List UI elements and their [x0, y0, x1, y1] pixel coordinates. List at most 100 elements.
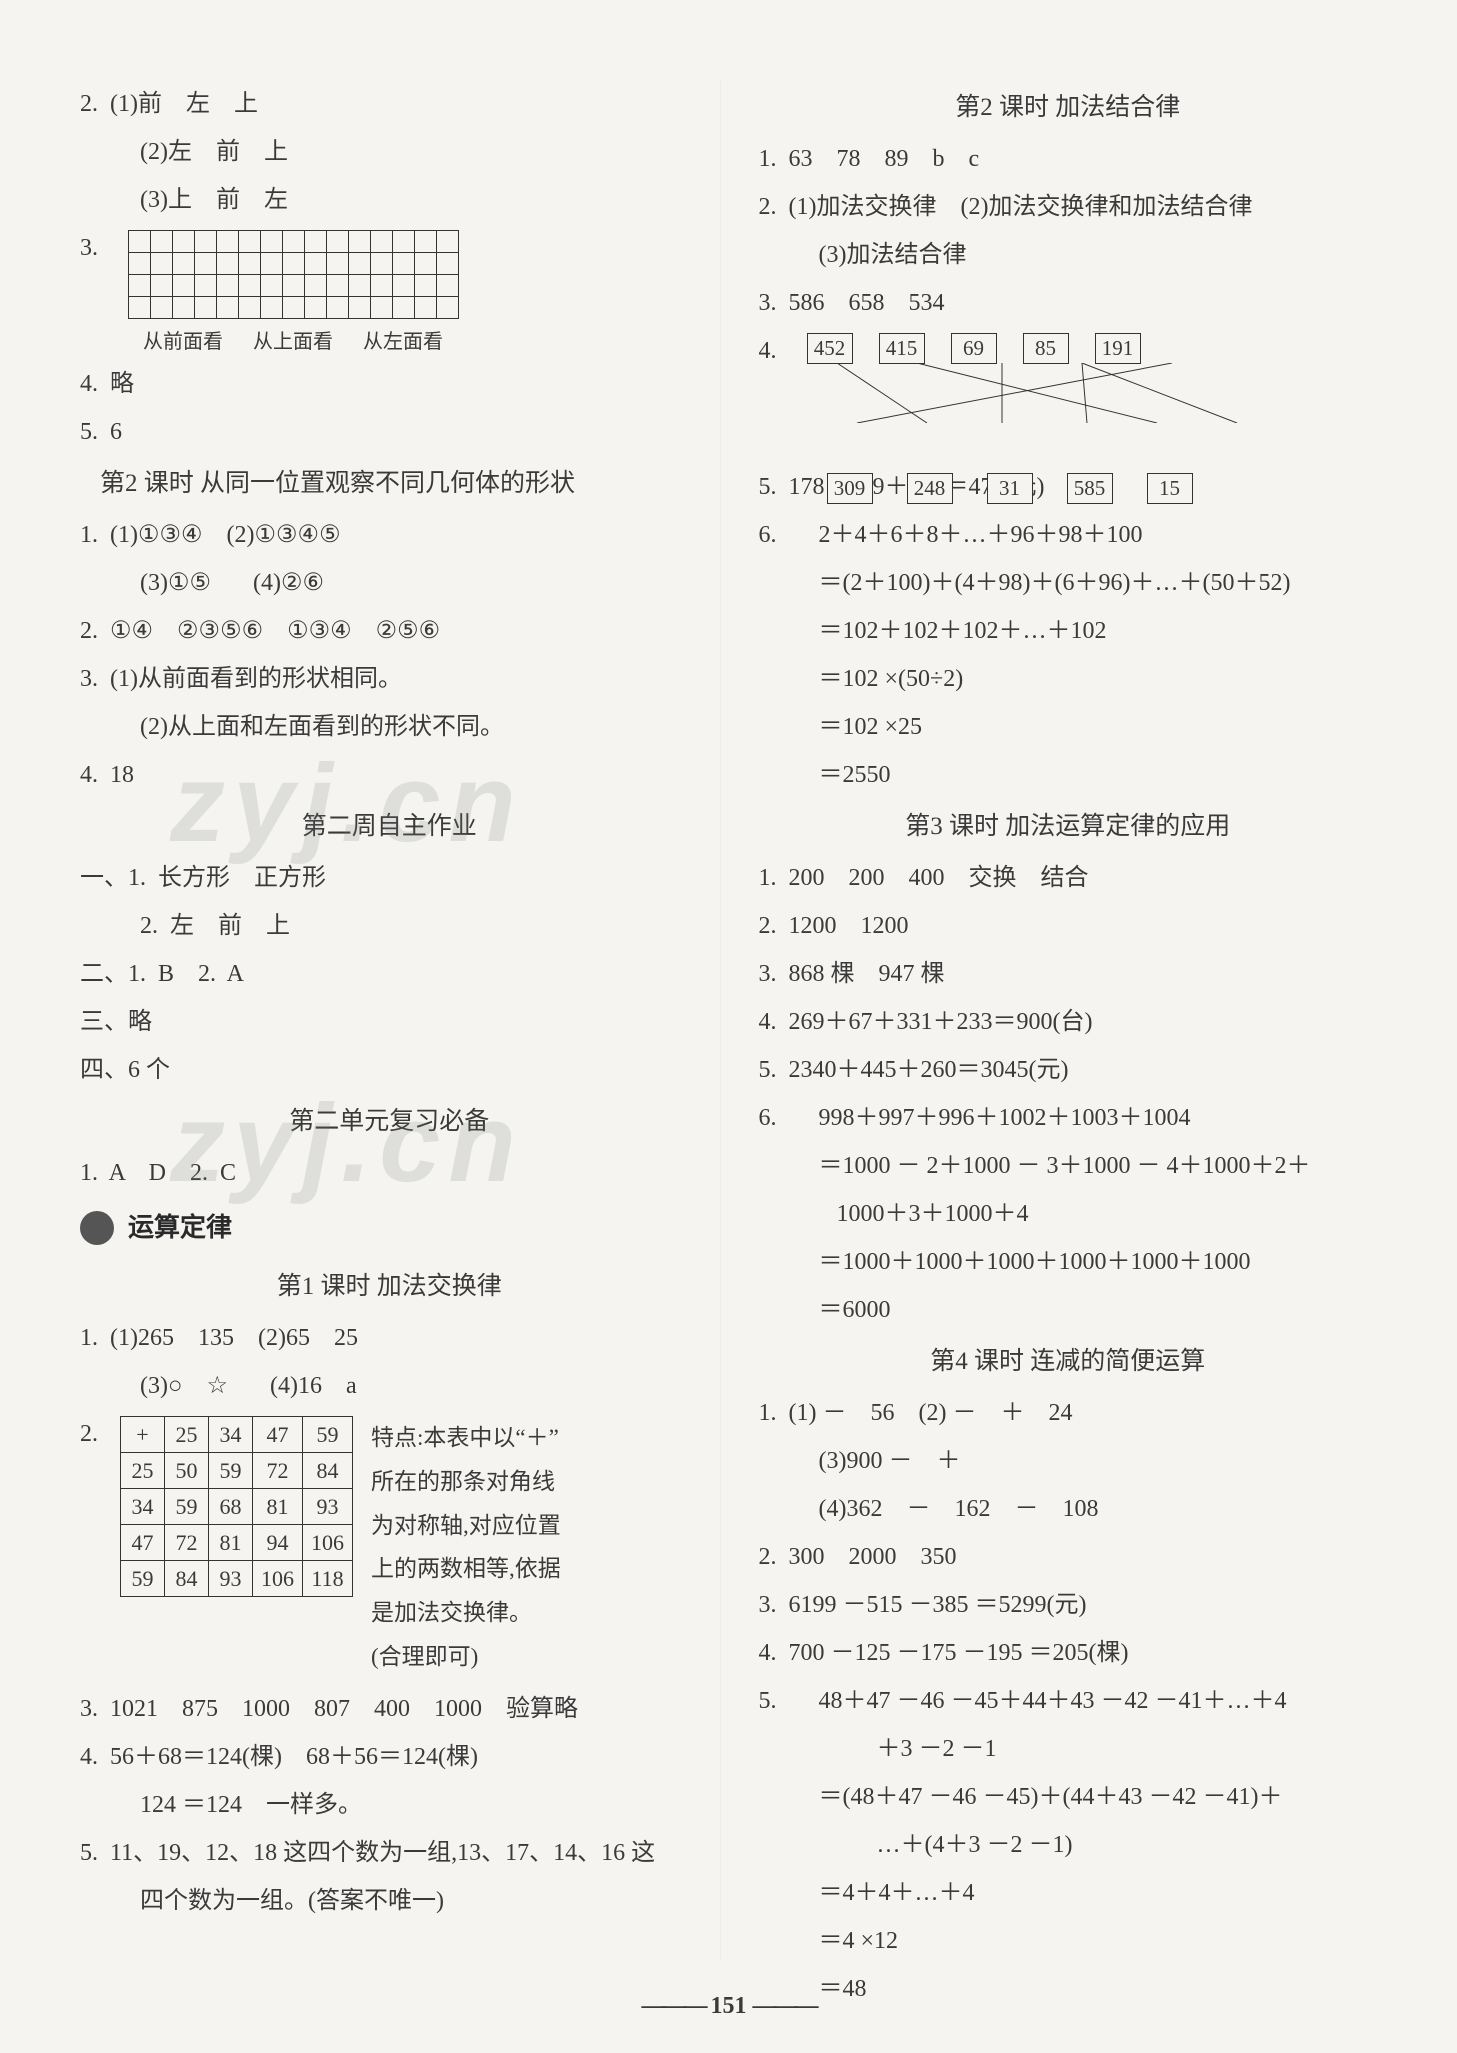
text-line: 2. 左 前 上 — [80, 902, 699, 950]
text-line: (3)上 前 左 — [80, 176, 699, 224]
lesson2-title: 第2 课时 从同一位置观察不同几何体的形状 — [80, 456, 699, 511]
match-prefix: 4. — [759, 327, 807, 375]
table-cell: 106 — [303, 1525, 353, 1561]
addition-table: + 25 34 47 59 25 50 59 72 84 34 — [120, 1416, 353, 1597]
table-cell: 84 — [165, 1561, 209, 1597]
text-line: (2)左 前 上 — [80, 128, 699, 176]
note-line: 为对称轴,对应位置 — [371, 1504, 561, 1548]
match-box: 69 — [951, 333, 997, 364]
text-line: 3. 6199 －515 －385 ＝5299(元) — [759, 1581, 1378, 1629]
table-cell: 25 — [121, 1453, 165, 1489]
table-cell: 59 — [165, 1489, 209, 1525]
text-line: 6. 2＋4＋6＋8＋…＋96＋98＋100 — [759, 511, 1378, 559]
table-cell: 106 — [253, 1561, 303, 1597]
table-prefix: 2. — [80, 1410, 120, 1458]
text-line: 三、略 — [80, 998, 699, 1046]
label-left: 从左面看 — [348, 325, 458, 354]
match-box: 452 — [807, 333, 853, 364]
note-line: 上的两数相等,依据 — [371, 1547, 561, 1591]
table-cell: 34 — [121, 1489, 165, 1525]
text-line: ＝4 ×12 — [759, 1917, 1378, 1965]
text-line: ＝102＋102＋102＋…＋102 — [759, 607, 1378, 655]
text-line: ＝102 ×(50÷2) — [759, 655, 1378, 703]
text-line: 5. 48＋47 －46 －45＋44＋43 －42 －41＋…＋4 — [759, 1677, 1378, 1725]
text-line: ＝(48＋47 －46 －45)＋(44＋43 －42 －41)＋ — [759, 1773, 1378, 1821]
table-cell: 84 — [303, 1453, 353, 1489]
matching-diagram: 452 415 69 85 191 309 248 31 — [807, 333, 1327, 453]
week2-title: 第二周自主作业 — [80, 799, 699, 854]
text-line: 124 ＝124 一样多。 — [80, 1781, 699, 1829]
text-line: 5. 6 — [80, 408, 699, 456]
text-line: ＝6000 — [759, 1286, 1378, 1334]
note-line: 是加法交换律。 — [371, 1591, 561, 1635]
r-lesson3-title: 第3 课时 加法运算定律的应用 — [759, 799, 1378, 854]
text-line: 3. 586 658 534 — [759, 279, 1378, 327]
text-line: (3)900 － ＋ — [759, 1437, 1378, 1485]
table-cell: 47 — [253, 1417, 303, 1453]
column-divider — [720, 80, 721, 1960]
match-box: 191 — [1095, 333, 1141, 364]
table-note: 特点:本表中以“＋” 所在的那条对角线 为对称轴,对应位置 上的两数相等,依据 … — [371, 1416, 561, 1678]
grid-labels: 从前面看 从上面看 从左面看 — [128, 325, 458, 354]
right-column: 第2 课时 加法结合律 1. 63 78 89 b c 2. (1)加法交换律 … — [759, 80, 1378, 2013]
page-number-value: 151 — [711, 1993, 747, 2019]
note-line: 特点:本表中以“＋” — [371, 1416, 561, 1460]
table-cell: 81 — [253, 1489, 303, 1525]
match-box: 31 — [987, 473, 1033, 504]
text-line: 1. A D 2. C — [80, 1149, 699, 1197]
table-row: 47 72 81 94 106 — [121, 1525, 353, 1561]
label-top: 从上面看 — [238, 325, 348, 354]
note-line: 所在的那条对角线 — [371, 1460, 561, 1504]
table-cell: 25 — [165, 1417, 209, 1453]
text-line: 2. (1)前 左 上 — [80, 80, 699, 128]
table-cell: 93 — [303, 1489, 353, 1525]
table-row: 34 59 68 81 93 — [121, 1489, 353, 1525]
text-line: (4)362 － 162 － 108 — [759, 1485, 1378, 1533]
table-cell: 68 — [209, 1489, 253, 1525]
text-line: 1. 200 200 400 交换 结合 — [759, 854, 1378, 902]
match-box: 415 — [879, 333, 925, 364]
text-line: 1. (1)①③④ (2)①③④⑤ — [80, 511, 699, 559]
text-line: 3. (1)从前面看到的形状相同。 — [80, 655, 699, 703]
chapter-header: 运算定律 — [80, 1197, 699, 1259]
text-line: 4. 略 — [80, 360, 699, 408]
text-line: (3)加法结合律 — [759, 231, 1378, 279]
match-box: 15 — [1147, 473, 1193, 504]
text-line: 一、1. 长方形 正方形 — [80, 854, 699, 902]
label-front: 从前面看 — [128, 325, 238, 354]
text-line: 1. (1) － 56 (2) － ＋ 24 — [759, 1389, 1378, 1437]
match-box: 585 — [1067, 473, 1113, 504]
text-line: 4. 18 — [80, 751, 699, 799]
text-line: ＝2550 — [759, 751, 1378, 799]
text-line: 4. 700 －125 －175 －195 ＝205(棵) — [759, 1629, 1378, 1677]
table-row: 59 84 93 106 118 — [121, 1561, 353, 1597]
text-line: 2. 1200 1200 — [759, 902, 1378, 950]
table-row: + 25 34 47 59 — [121, 1417, 353, 1453]
table-cell: 50 — [165, 1453, 209, 1489]
table-cell: 118 — [303, 1561, 353, 1597]
text-line: ＝(2＋100)＋(4＋98)＋(6＋96)＋…＋(50＋52) — [759, 559, 1378, 607]
text-line: (3)○ ☆ (4)16 a — [80, 1362, 699, 1410]
table-cell: 59 — [303, 1417, 353, 1453]
text-line: 2. ①④ ②③⑤⑥ ①③④ ②⑤⑥ — [80, 607, 699, 655]
table-cell: 59 — [209, 1453, 253, 1489]
text-line: 3. 868 棵 947 棵 — [759, 950, 1378, 998]
page-content: 2. (1)前 左 上 (2)左 前 上 (3)上 前 左 3. 从前面看 从上… — [0, 0, 1457, 2053]
table-cell: 94 — [253, 1525, 303, 1561]
text-line: 4. 56＋68＝124(棵) 68＋56＝124(棵) — [80, 1733, 699, 1781]
text-line: 2. 300 2000 350 — [759, 1533, 1378, 1581]
text-line: (2)从上面和左面看到的形状不同。 — [80, 703, 699, 751]
grid-views-figure: 从前面看 从上面看 从左面看 — [128, 230, 459, 354]
addition-table-block: + 25 34 47 59 25 50 59 72 84 34 — [120, 1416, 561, 1678]
r-lesson4-title: 第4 课时 连减的简便运算 — [759, 1334, 1378, 1389]
text-line: 1. 63 78 89 b c — [759, 135, 1378, 183]
text-line: 3. 1021 875 1000 807 400 1000 验算略 — [80, 1685, 699, 1733]
text-line: ＝102 ×25 — [759, 703, 1378, 751]
text-line: (3)①⑤ (4)②⑥ — [80, 559, 699, 607]
text-line: ＝1000 － 2＋1000 － 3＋1000 － 4＋1000＋2＋ — [759, 1142, 1378, 1190]
grid-cells — [128, 230, 459, 319]
text-line: ＝4＋4＋…＋4 — [759, 1869, 1378, 1917]
text-line: 四、6 个 — [80, 1046, 699, 1094]
table-cell: 81 — [209, 1525, 253, 1561]
table-cell: 72 — [253, 1453, 303, 1489]
